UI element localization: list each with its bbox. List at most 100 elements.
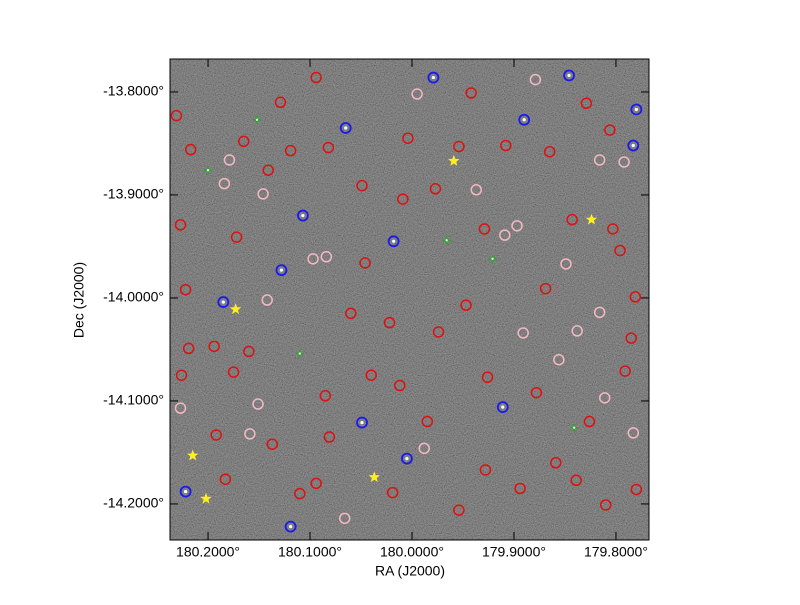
marker-ring (262, 164, 274, 176)
source-marker (629, 291, 642, 303)
marker-core (572, 426, 576, 429)
plot-frame (169, 58, 650, 541)
source-marker (244, 428, 256, 440)
source-marker (442, 236, 451, 245)
source-marker (600, 499, 612, 511)
source-marker (323, 431, 336, 443)
marker-core (491, 257, 494, 261)
source-marker (571, 325, 583, 337)
source-marker (310, 477, 322, 490)
marker-star (585, 213, 598, 225)
source-marker (411, 88, 423, 100)
marker-core (279, 268, 284, 272)
marker-ring (387, 235, 400, 248)
marker-ring (284, 144, 297, 157)
source-marker (200, 492, 212, 504)
source-marker (529, 73, 542, 86)
marker-ring (274, 96, 287, 109)
source-marker (619, 365, 631, 377)
marker-ring (418, 442, 430, 455)
marker-ring (359, 257, 371, 269)
marker-ring (227, 366, 240, 378)
x-tick-label: 180.0000° (380, 544, 444, 560)
marker-ring (219, 473, 232, 485)
source-marker (257, 188, 269, 200)
marker-ring (629, 291, 642, 303)
source-marker (184, 143, 197, 156)
marker-ring (320, 251, 333, 263)
marker-ring (570, 474, 582, 487)
marker-ring (427, 71, 440, 84)
source-marker (583, 415, 596, 428)
marker-star (368, 471, 380, 482)
marker-ring (394, 379, 406, 392)
marker-ring (307, 253, 319, 265)
source-marker (593, 154, 606, 166)
marker-core (221, 300, 225, 304)
source-marker (223, 154, 236, 166)
y-tick-label: -13.9000° (103, 186, 164, 202)
x-tick-label: 179.9000° (482, 544, 546, 560)
source-marker (296, 209, 309, 222)
marker-ring (175, 369, 188, 381)
marker-star (187, 449, 199, 461)
marker-ring (514, 482, 526, 495)
source-marker (387, 235, 400, 248)
source-marker (307, 253, 319, 265)
marker-core (501, 405, 505, 409)
marker-ring (429, 183, 442, 195)
marker-ring (511, 220, 523, 232)
marker-ring (470, 184, 482, 196)
marker-ring (338, 512, 351, 525)
y-tick-label: -14.2000° (103, 495, 164, 511)
marker-ring (460, 299, 472, 311)
source-marker (560, 258, 572, 270)
x-axis-label: RA (J2000) (375, 563, 445, 579)
source-marker (310, 71, 322, 84)
marker-ring (627, 139, 640, 152)
marker-core (206, 169, 210, 172)
source-marker (400, 452, 413, 465)
source-marker (262, 164, 274, 176)
source-marker (517, 327, 529, 339)
marker-ring (432, 326, 445, 338)
source-marker (174, 219, 187, 231)
source-marker (488, 254, 497, 263)
marker-ring (179, 283, 192, 296)
source-marker (570, 423, 579, 432)
y-tick-label: -14.1000° (103, 392, 164, 408)
source-marker (339, 122, 352, 134)
source-marker (607, 223, 619, 235)
source-marker (217, 296, 230, 308)
source-marker (182, 342, 195, 355)
marker-core (445, 239, 448, 242)
marker-ring (284, 520, 297, 533)
source-marker (627, 427, 640, 439)
source-marker (614, 244, 626, 257)
y-axis-label: Dec (J2000) (71, 262, 87, 338)
marker-ring (323, 431, 336, 443)
marker-ring (218, 177, 231, 190)
marker-ring (517, 327, 529, 339)
source-marker (261, 294, 273, 306)
marker-ring (627, 427, 640, 439)
source-marker (294, 487, 306, 500)
marker-ring (179, 485, 192, 498)
marker-ring (356, 416, 368, 429)
source-marker (252, 398, 264, 410)
source-marker (402, 132, 414, 145)
marker-ring (208, 340, 220, 353)
marker-ring (356, 179, 368, 192)
y-tick-label: -13.8000° (103, 83, 164, 99)
source-marker (453, 140, 465, 153)
source-marker (625, 332, 638, 344)
marker-ring (550, 457, 562, 469)
source-marker (210, 429, 222, 441)
source-marker (421, 415, 434, 428)
x-tick-label: 179.8000° (584, 544, 648, 560)
marker-ring (184, 143, 197, 156)
marker-ring (210, 429, 222, 441)
source-marker (204, 166, 213, 175)
source-marker (553, 354, 565, 366)
source-marker (386, 486, 399, 499)
